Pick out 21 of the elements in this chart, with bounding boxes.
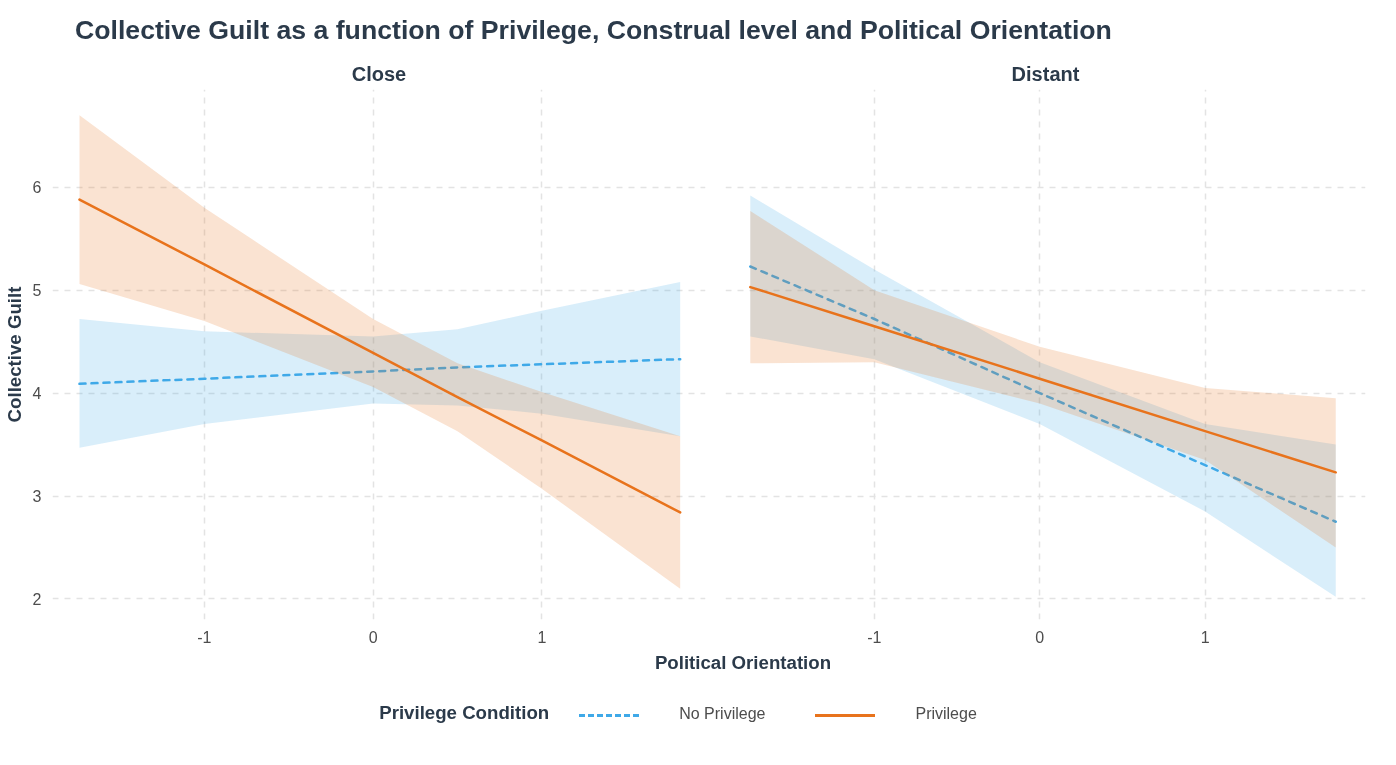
x-tick-label: -1 (197, 628, 212, 646)
legend-title: Privilege Condition (379, 702, 550, 723)
x-tick-label: -1 (867, 628, 882, 646)
x-tick-label: 0 (1035, 628, 1045, 646)
x-tick-label: 1 (1200, 628, 1210, 646)
x-axis-title: Political Orientation (654, 651, 832, 675)
y-tick-label: 6 (32, 179, 42, 197)
y-tick-label: 4 (32, 385, 42, 403)
line-series (78, 198, 682, 514)
x-tick-label: 0 (368, 628, 378, 646)
y-tick-label: 5 (32, 282, 42, 300)
text: No Privilege (679, 705, 766, 722)
y-tick-label: 3 (32, 488, 42, 505)
x-tick-label: 1 (537, 628, 547, 646)
line-series (78, 357, 682, 386)
chart-title: Collective Guilt as a function of Privilege, Construal level and Political Orientation (75, 14, 1112, 47)
chart-subtitle: Distant (1011, 62, 1080, 85)
text: Privilege (915, 705, 977, 722)
y-tick-label: 2 (32, 590, 42, 608)
y-axis-title: Collective Guilt (3, 286, 25, 423)
chart-subtitle: Close (351, 62, 407, 85)
